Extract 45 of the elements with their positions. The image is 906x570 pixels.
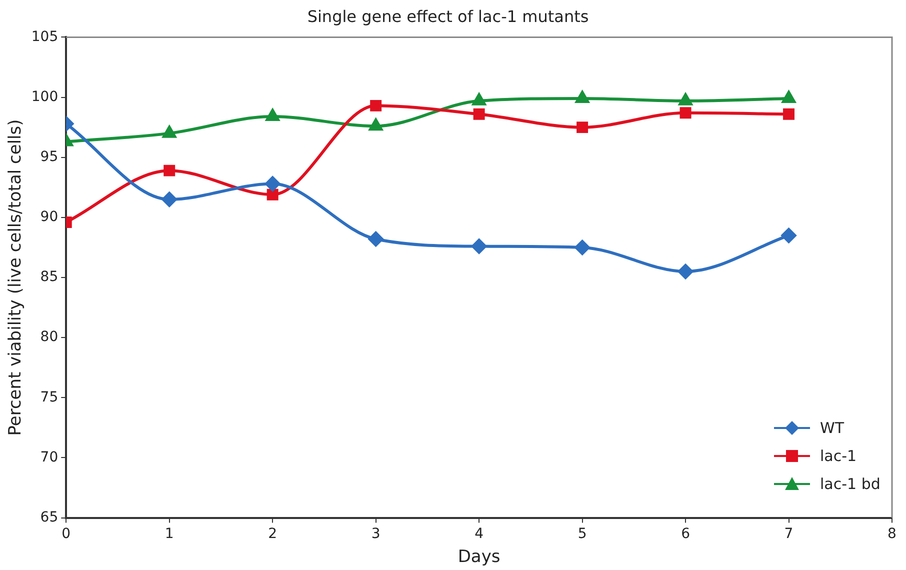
x-tick-label: 5	[578, 526, 587, 542]
y-tick-label: 90	[40, 209, 58, 226]
x-axis-title: Days	[458, 547, 500, 568]
legend-label: lac-1 bd	[820, 474, 880, 493]
point	[266, 109, 280, 121]
point	[783, 108, 795, 120]
y-tick-label: 105	[31, 28, 58, 45]
point	[369, 118, 383, 131]
legend-label: lac-1	[820, 446, 857, 465]
y-tick-label: 80	[40, 329, 58, 346]
y-tick-label: 100	[31, 88, 58, 105]
y-tick-label: 70	[40, 449, 58, 466]
point	[678, 93, 692, 106]
point	[472, 93, 486, 106]
point	[370, 100, 382, 112]
point	[576, 122, 588, 134]
point	[162, 192, 177, 207]
x-tick-label: 3	[371, 526, 380, 542]
x-tick-label: 6	[681, 526, 690, 542]
point	[680, 107, 692, 119]
point	[574, 240, 590, 255]
y-tick-label: 95	[40, 148, 58, 165]
y-tick-label: 85	[40, 269, 58, 286]
point	[678, 264, 694, 279]
y-axis-title: Percent viability (live cells/total cells)	[6, 119, 26, 436]
point	[266, 188, 278, 200]
point	[162, 126, 176, 138]
x-tick-label: 4	[474, 526, 484, 542]
x-tick-label: 0	[62, 526, 71, 542]
point	[781, 228, 796, 243]
point	[164, 164, 176, 176]
x-tick-label: 7	[784, 526, 794, 542]
y-tick-label: 65	[40, 509, 58, 526]
point	[265, 176, 280, 192]
point	[782, 90, 796, 103]
y-tick-label: 75	[40, 389, 58, 406]
x-tick-label: 1	[164, 526, 174, 542]
point	[368, 232, 384, 247]
x-tick-label: 8	[888, 526, 896, 542]
x-tick-label: 2	[268, 526, 278, 542]
chart-title: Single gene effect of lac-1 mutants	[307, 6, 589, 26]
point	[576, 90, 589, 103]
point	[473, 108, 485, 120]
legend-label: WT	[820, 418, 844, 437]
point	[472, 238, 487, 254]
